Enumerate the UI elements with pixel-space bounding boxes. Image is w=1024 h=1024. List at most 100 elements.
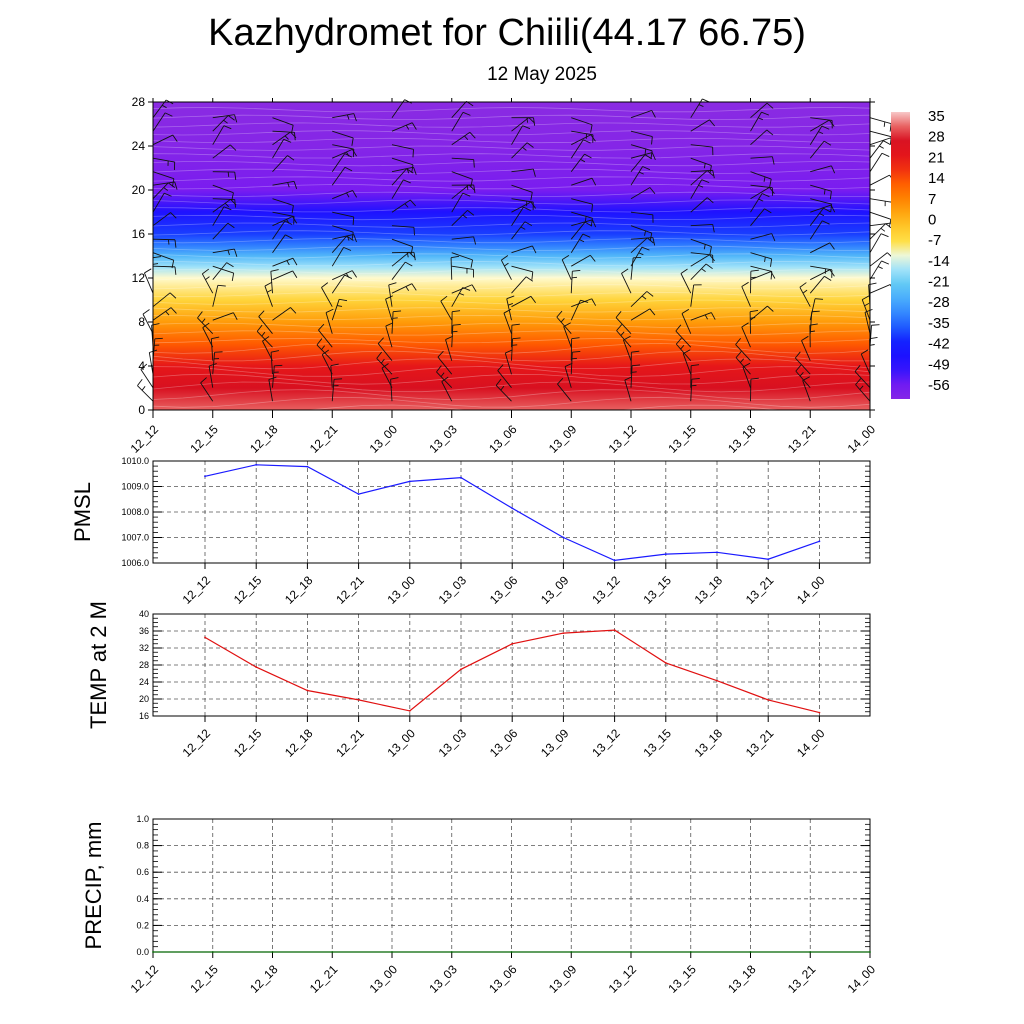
wind-barb-staff	[570, 271, 573, 294]
wind-barb-staff	[869, 252, 888, 267]
wind-barb-flag	[440, 295, 448, 302]
wind-barb-flag	[801, 335, 809, 341]
wind-barb-staff	[864, 312, 871, 334]
wind-barb	[810, 198, 833, 213]
wind-barb	[210, 336, 220, 361]
wind-barb-staff	[272, 211, 295, 217]
wind-barb-flag	[318, 323, 325, 331]
wind-barb-flag	[466, 184, 469, 191]
wind-barb-staff	[630, 291, 648, 308]
wind-barb-flag	[823, 140, 832, 146]
wind-barb-staff	[750, 111, 762, 132]
wind-barb-staff	[272, 307, 291, 321]
x-tick-label: 13_00	[384, 726, 418, 760]
wind-barb	[741, 281, 751, 307]
wind-barb	[511, 295, 537, 308]
wind-barb	[137, 378, 154, 402]
wind-barb	[272, 138, 292, 159]
wind-barb-flag	[701, 179, 710, 184]
wind-barb-staff	[391, 157, 414, 166]
wind-barb-flag	[161, 104, 167, 109]
x-tick-label: 13_09	[538, 726, 572, 760]
wind-barb-flag	[811, 310, 820, 313]
wind-barb	[690, 378, 700, 402]
pmsl-data-point	[357, 493, 360, 496]
temp-2m-data-point	[818, 711, 821, 714]
wind-barb-flag	[471, 284, 477, 292]
wind-barb	[869, 130, 892, 145]
wind-barb-flag	[172, 134, 178, 142]
wind-barb	[630, 109, 656, 119]
contour-line	[152, 107, 871, 113]
wind-barb-flag	[470, 259, 473, 268]
wind-barb	[451, 111, 471, 132]
x-tick-label: 14_00	[794, 726, 828, 760]
wind-barb-staff	[212, 352, 216, 375]
wind-barb-flag	[531, 271, 534, 280]
wind-barb-flag	[234, 171, 237, 181]
wind-barb	[869, 260, 890, 280]
pmsl-data-point	[767, 558, 770, 561]
wind-barb	[735, 351, 751, 375]
wind-barb-flag	[468, 184, 476, 191]
wind-barb-flag	[170, 307, 177, 314]
wind-barb	[630, 130, 653, 145]
wind-barb-flag	[646, 291, 654, 297]
wind-barb	[571, 211, 593, 227]
wind-barb-staff	[801, 340, 811, 361]
wind-barb-flag	[344, 166, 353, 172]
wind-barb-staff	[210, 338, 214, 361]
x-tick-label: 13_12	[589, 573, 623, 607]
wind-barb-flag	[818, 131, 824, 135]
wind-barb-flag	[316, 338, 323, 346]
wind-barb-staff	[571, 177, 593, 186]
wind-barb	[391, 310, 402, 334]
wind-barb	[750, 233, 776, 242]
wind-barb	[451, 310, 461, 334]
wind-barb	[860, 349, 871, 375]
wind-barb-flag	[436, 365, 442, 373]
y-tick-label: 8	[138, 315, 145, 329]
pmsl-data-point	[460, 476, 462, 479]
wind-barb-flag	[411, 164, 414, 173]
wind-barb-flag	[883, 140, 891, 145]
wind-barb-staff	[810, 265, 833, 271]
wind-barb-flag	[824, 275, 832, 281]
wind-barb-staff	[331, 379, 335, 402]
wind-barb-staff	[571, 134, 592, 146]
wind-barb-flag	[761, 111, 770, 116]
wind-barb	[869, 324, 880, 348]
wind-barb-staff	[624, 379, 632, 402]
wind-barb-staff	[810, 242, 831, 254]
wind-barb-staff	[741, 326, 751, 348]
x-tick-label: 13_09	[546, 962, 580, 996]
wind-barb-flag	[802, 289, 808, 294]
wind-barb-flag	[735, 351, 742, 358]
wind-barb-staff	[272, 117, 294, 126]
wind-barb-flag	[339, 298, 348, 302]
wind-barb	[810, 265, 833, 278]
wind-barb-flag	[560, 318, 565, 323]
wind-barb-flag	[770, 271, 773, 280]
wind-barb-staff	[262, 340, 273, 361]
wind-barb	[750, 102, 774, 119]
colorbar-label: -49	[928, 356, 950, 373]
wind-barb	[511, 276, 534, 294]
wind-barb-staff	[511, 221, 526, 240]
wind-barb-flag	[794, 351, 801, 359]
wind-barb	[264, 281, 273, 307]
wind-barb-staff	[869, 284, 891, 294]
wind-barb	[152, 112, 173, 132]
wind-barb-flag	[291, 205, 294, 214]
wind-barb	[630, 364, 641, 388]
contour-line	[152, 245, 870, 251]
y-tick-label: 0.6	[136, 867, 149, 877]
wind-barb-flag	[412, 149, 414, 158]
wind-barb-flag	[345, 151, 350, 157]
y-tick-label: 4	[138, 359, 145, 373]
contour-line	[152, 114, 871, 121]
x-tick-label: 12_15	[187, 422, 221, 456]
pmsl-data-point	[716, 551, 718, 554]
wind-barb-flag	[524, 221, 533, 227]
wind-barb	[331, 378, 343, 402]
